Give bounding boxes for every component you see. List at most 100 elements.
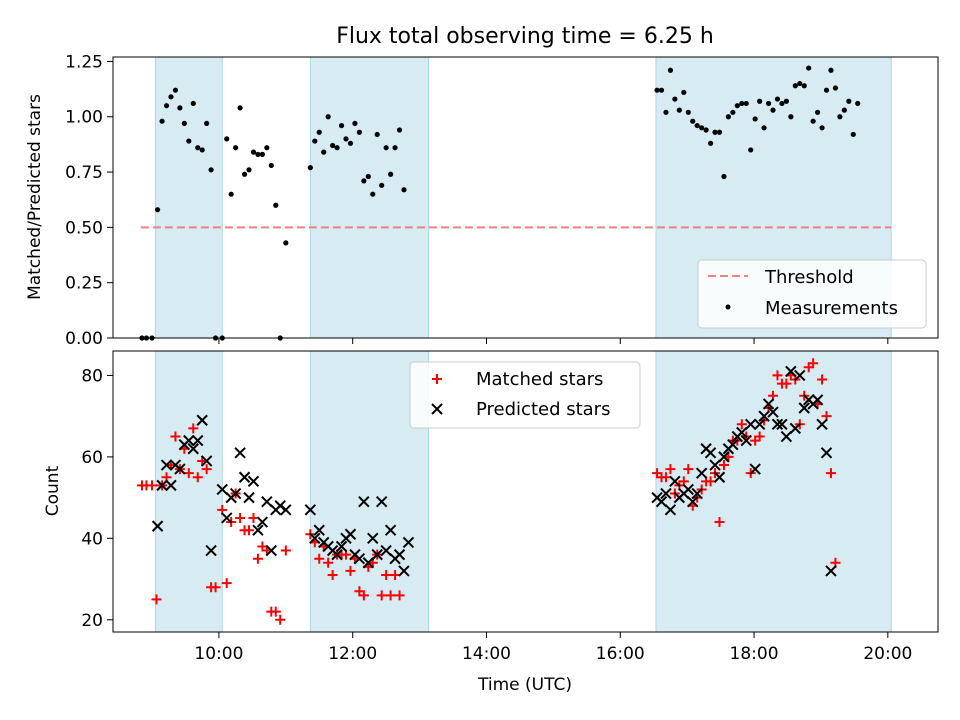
measurement-point bbox=[658, 87, 665, 93]
measurement-point bbox=[814, 109, 821, 115]
matched-star-point bbox=[235, 512, 246, 523]
measurement-point bbox=[159, 118, 165, 124]
measurement-point bbox=[850, 131, 856, 138]
measurement-point bbox=[388, 171, 394, 177]
measurement-point bbox=[316, 129, 322, 135]
x-tick-label: 16:00 bbox=[596, 644, 645, 664]
predicted-star-point bbox=[655, 495, 668, 508]
measurement-point bbox=[338, 122, 345, 129]
predicted-star-point bbox=[229, 487, 242, 500]
y-tick-label: 40 bbox=[81, 529, 103, 549]
predicted-star-point bbox=[811, 394, 824, 406]
top-y-ticks: 0.00 0.25 0.50 0.75 1.00 1.25 bbox=[65, 52, 113, 349]
measurement-point bbox=[268, 162, 274, 169]
predicted-star-point bbox=[200, 455, 213, 467]
predicted-star-point bbox=[192, 434, 204, 447]
legend-predicted-swatch bbox=[431, 403, 443, 415]
matched-star-point bbox=[147, 480, 158, 491]
predicted-star-point bbox=[221, 512, 233, 524]
legend-measurements-label: Measurements bbox=[765, 298, 898, 319]
x-tick-label: 14:00 bbox=[462, 644, 511, 664]
predicted-star-point bbox=[704, 447, 717, 459]
predicted-star-point bbox=[252, 524, 264, 536]
y-tick-label: 0.50 bbox=[65, 218, 103, 238]
measurement-point bbox=[690, 118, 696, 124]
measurement-point bbox=[846, 98, 852, 104]
measurement-point bbox=[307, 165, 313, 171]
predicted-star-point bbox=[798, 402, 810, 414]
measurement-point bbox=[721, 173, 727, 180]
predicted-star-point bbox=[362, 557, 375, 569]
measurement-point bbox=[739, 100, 745, 107]
y-tick-label: 0.25 bbox=[65, 274, 103, 294]
measurement-point bbox=[163, 103, 170, 109]
measurement-point bbox=[237, 105, 243, 111]
matched-star-point bbox=[327, 569, 338, 580]
predicted-star-point bbox=[151, 520, 164, 532]
measurement-point bbox=[312, 138, 318, 144]
legend-matched-label: Matched stars bbox=[476, 369, 603, 390]
predicted-star-point bbox=[740, 434, 752, 447]
measurement-point bbox=[770, 107, 776, 113]
measurement-point bbox=[667, 67, 674, 73]
matched-star-point bbox=[718, 460, 729, 471]
matched-star-point bbox=[188, 423, 199, 434]
measurement-point bbox=[716, 129, 723, 135]
measurement-point bbox=[246, 167, 252, 173]
measurement-point bbox=[761, 125, 767, 131]
matched-star-point bbox=[825, 468, 836, 479]
measurement-point bbox=[195, 145, 201, 151]
measurement-point bbox=[347, 140, 354, 146]
matched-star-point bbox=[244, 525, 255, 536]
measurement-point bbox=[172, 87, 179, 93]
matched-star-point bbox=[270, 606, 281, 617]
predicted-star-point bbox=[820, 447, 833, 459]
predicted-star-point bbox=[274, 500, 286, 512]
measurement-point bbox=[401, 187, 407, 193]
measurement-point bbox=[273, 202, 279, 208]
matched-star-point bbox=[345, 565, 356, 576]
measurement-point bbox=[828, 67, 834, 73]
measurement-point bbox=[654, 87, 660, 93]
measurement-point bbox=[703, 127, 709, 133]
predicted-star-point bbox=[205, 544, 217, 557]
measurement-point bbox=[228, 191, 234, 197]
legend-threshold-label: Threshold bbox=[764, 267, 854, 288]
measurement-point bbox=[233, 145, 239, 151]
top-y-axis-label: Matched/Predicted stars bbox=[25, 94, 45, 300]
predicted-star-point bbox=[380, 544, 392, 557]
predicted-star-point bbox=[261, 495, 273, 508]
measurement-point bbox=[356, 129, 362, 135]
matched-star-point bbox=[754, 431, 765, 442]
predicted-star-point bbox=[402, 536, 415, 549]
y-tick-label: 60 bbox=[81, 448, 103, 468]
predicted-star-point bbox=[753, 418, 766, 431]
predicted-star-point bbox=[187, 443, 199, 455]
measurement-point bbox=[370, 191, 376, 197]
measurement-point bbox=[343, 136, 349, 142]
predicted-star-point bbox=[304, 504, 317, 516]
matched-star-point bbox=[170, 431, 181, 442]
predicted-star-point bbox=[375, 495, 388, 508]
y-tick-label: 20 bbox=[81, 611, 103, 631]
measurement-point bbox=[365, 173, 371, 180]
x-tick-label: 20:00 bbox=[863, 644, 912, 664]
matched-star-point bbox=[183, 468, 194, 479]
measurement-point bbox=[752, 116, 758, 122]
observing-interval bbox=[309, 350, 430, 633]
measurement-point bbox=[823, 87, 830, 93]
matched-star-point bbox=[358, 590, 369, 601]
measurement-point bbox=[734, 103, 740, 109]
measurement-point bbox=[190, 100, 196, 107]
measurement-point bbox=[685, 109, 691, 115]
legend-measurements-swatch bbox=[725, 304, 731, 310]
predicted-star-point bbox=[256, 516, 269, 528]
matched-star-point bbox=[714, 517, 725, 528]
measurement-point bbox=[810, 118, 816, 124]
predicted-star-point bbox=[358, 495, 370, 508]
measurement-point bbox=[788, 114, 794, 120]
predicted-star-point bbox=[816, 418, 828, 431]
measurement-point bbox=[177, 105, 183, 111]
measurement-point bbox=[241, 171, 248, 177]
